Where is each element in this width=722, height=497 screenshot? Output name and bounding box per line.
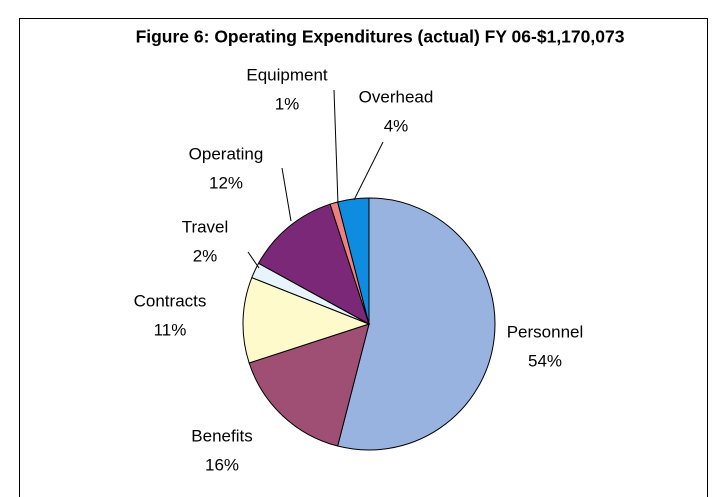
slice-value-label: 16% [205,455,239,474]
chart-title: Figure 6: Operating Expenditures (actual… [136,27,625,47]
pie-slice [242,276,371,364]
slice-value-label: 11% [154,320,187,339]
slice-label: Travel [182,217,229,236]
slice-label: Benefits [191,426,252,445]
leader-line [333,89,339,205]
slice-value-label: 54% [528,351,562,370]
pie-slice [257,203,370,326]
slice-label: Equipment [246,65,328,84]
slice-value-label: 12% [209,173,243,192]
leader-line [281,167,292,222]
leader-line [247,251,260,269]
chart-frame [19,18,708,497]
slice-label: Overhead [359,87,434,106]
leader-line [353,141,384,201]
pie-slice [248,323,370,447]
slice-value-label: 1% [275,94,300,113]
slice-label: Operating [189,144,264,163]
slice-value-label: 2% [193,246,218,265]
slice-label: Contracts [134,291,207,310]
slice-value-label: 4% [384,116,409,135]
pie-slice [337,197,496,451]
slice-label: Personnel [507,322,584,341]
